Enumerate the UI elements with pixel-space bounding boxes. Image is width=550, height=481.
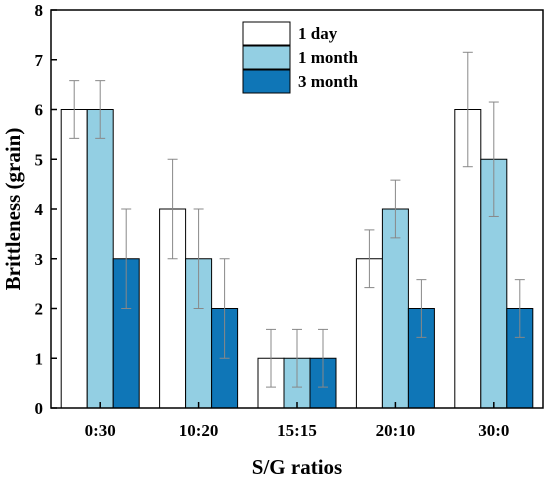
error-bar: [292, 328, 302, 388]
legend-label: 3 month: [298, 72, 359, 91]
error-bars-layer: [69, 51, 525, 388]
x-tick-label: 10:20: [179, 421, 219, 440]
bar-1-month-0-30: [86, 109, 114, 409]
y-axis: 0 1 2 3 4 5 6 7 8: [35, 1, 57, 418]
y-tick-label: 7: [35, 51, 44, 70]
error-bar: [318, 328, 328, 388]
y-tick-label: 3: [35, 250, 44, 269]
error-bar: [462, 51, 473, 168]
legend-label: 1 month: [298, 48, 359, 67]
error-bar: [193, 208, 204, 309]
y-tick-label: 2: [35, 300, 44, 319]
legend-swatch: [242, 21, 291, 46]
y-tick-label: 6: [35, 101, 44, 120]
x-axis-title: S/G ratios: [252, 455, 342, 479]
x-tick-label: 30:0: [478, 421, 509, 440]
error-bar: [266, 328, 276, 388]
error-bar: [95, 80, 106, 139]
y-axis-title: Brittleness (grain): [1, 128, 25, 291]
error-bar: [69, 80, 80, 139]
error-bar: [390, 179, 401, 239]
error-bar: [364, 229, 375, 289]
x-tick-label: 20:10: [376, 421, 416, 440]
y-tick-label: 8: [35, 1, 44, 20]
y-tick-label: 4: [35, 200, 44, 219]
x-tick-label: 15:15: [277, 421, 317, 440]
error-bar: [121, 208, 132, 309]
y-tick-label: 0: [35, 399, 44, 418]
error-bar: [514, 279, 525, 338]
y-tick-label: 1: [35, 349, 44, 368]
x-tick-label: 0:30: [85, 421, 116, 440]
bar-1-day-0-30: [60, 109, 88, 409]
legend-label: 1 day: [298, 24, 338, 43]
y-tick-label: 5: [35, 150, 44, 169]
error-bar: [219, 258, 230, 359]
error-bar: [488, 101, 499, 217]
error-bar: [416, 279, 427, 338]
error-bar: [167, 158, 178, 260]
bar-1-month-20-10: [381, 208, 409, 409]
legend: 1 day 1 month 3 month: [242, 21, 359, 94]
legend-swatch: [242, 69, 291, 94]
x-axis: 0:30 10:20 15:15 20:10 30:0: [85, 402, 509, 440]
legend-swatch: [242, 45, 291, 70]
